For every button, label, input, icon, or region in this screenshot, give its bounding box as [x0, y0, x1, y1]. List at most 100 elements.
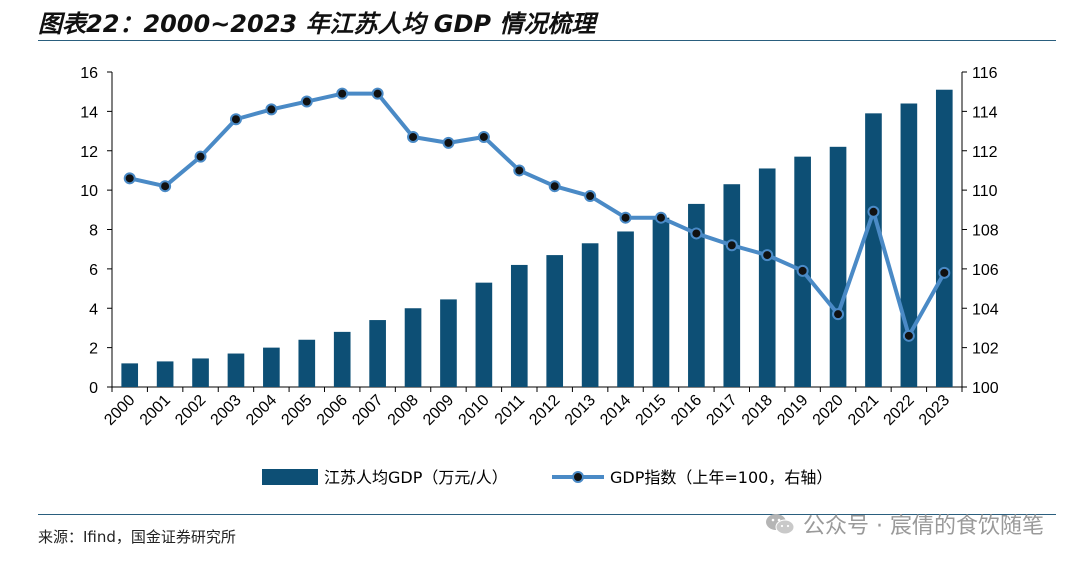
point-2002 [194, 150, 207, 163]
point-2012 [548, 180, 561, 193]
bar-2023 [935, 89, 953, 387]
x-tick-label: 2000 [101, 392, 138, 429]
point-2010 [477, 130, 490, 143]
left-tick-label: 14 [80, 104, 98, 121]
point-2006 [336, 87, 349, 100]
x-tick-label: 2010 [456, 392, 493, 429]
point-2020 [832, 308, 845, 321]
bar-2002 [192, 358, 209, 387]
point-2001 [159, 180, 172, 193]
right-tick-label: 104 [972, 301, 999, 318]
point-2019 [796, 264, 809, 277]
left-tick-label: 10 [80, 183, 98, 200]
left-tick-label: 12 [80, 144, 98, 161]
bar-2010 [475, 282, 493, 387]
x-tick-label: 2015 [633, 392, 670, 429]
left-tick-label: 16 [80, 65, 98, 82]
bar-2016 [688, 203, 705, 387]
bar-2014 [617, 231, 634, 387]
bar-2013 [581, 243, 599, 387]
right-tick-label: 112 [972, 144, 998, 161]
x-tick-label: 2016 [668, 392, 705, 429]
legend-bar-swatch [262, 469, 318, 485]
x-tick-label: 2023 [916, 392, 953, 429]
x-tick-label: 2022 [881, 392, 918, 429]
left-tick-label: 2 [89, 341, 98, 358]
source-note: 来源：Ifind，国金证券研究所 [38, 528, 236, 546]
point-2011 [513, 164, 526, 177]
watermark-text: 公众号 · 宸倩的食饮随笔 [803, 514, 1044, 539]
bar-2006 [333, 331, 351, 387]
watermark: 公众号 · 宸倩的食饮随笔 [765, 508, 1044, 540]
x-tick-label: 2005 [278, 392, 315, 429]
bar-2022 [900, 103, 918, 387]
bar-2011 [510, 264, 528, 387]
bar-2012 [546, 255, 564, 387]
bar-2003 [227, 353, 245, 387]
x-tick-label: 2003 [208, 392, 245, 429]
point-2007 [371, 87, 384, 100]
point-2004 [265, 103, 278, 116]
legend-bar-label: 江苏人均GDP（万元/人） [324, 468, 508, 487]
point-2000 [123, 172, 136, 185]
point-2003 [229, 113, 242, 126]
gdp-index-line [129, 91, 947, 338]
bar-2008 [404, 308, 422, 387]
point-2013 [584, 190, 597, 203]
wechat-icon [766, 514, 795, 535]
left-tick-label: 0 [89, 380, 98, 397]
point-2014 [619, 211, 632, 224]
x-tick-label: 2012 [526, 392, 563, 429]
right-tick-label: 116 [972, 65, 998, 82]
point-2008 [407, 130, 420, 143]
point-2017 [725, 239, 738, 252]
x-tick-label: 2017 [703, 392, 740, 429]
bar-2001 [156, 361, 174, 387]
right-tick-label: 106 [972, 262, 999, 279]
point-2023 [938, 266, 951, 279]
bar-2007 [369, 320, 386, 387]
x-tick-label: 2013 [562, 392, 599, 429]
x-tick-label: 2007 [349, 392, 386, 429]
x-tick-label: 2008 [385, 392, 422, 429]
point-2016 [690, 227, 703, 240]
point-2022 [902, 329, 915, 342]
bar-2020 [829, 146, 847, 387]
right-tick-label: 100 [972, 380, 999, 397]
bar-2017 [723, 184, 741, 387]
x-tick-label: 2011 [492, 392, 528, 428]
x-tick-label: 2021 [845, 392, 882, 429]
x-tick-label: 2001 [137, 392, 174, 429]
point-2015 [654, 211, 667, 224]
x-tick-label: 2019 [774, 392, 811, 429]
right-tick-label: 110 [972, 183, 998, 200]
left-tick-label: 6 [89, 262, 98, 279]
x-tick-label: 2020 [810, 392, 847, 429]
bar-2015 [652, 217, 670, 387]
point-2021 [867, 205, 880, 218]
bar-2018 [758, 168, 776, 387]
top-divider [38, 40, 1056, 41]
x-tick-label: 2002 [172, 392, 209, 429]
page-title: 图表22：2000~2023 年江苏人均 GDP 情况梳理 [38, 10, 596, 38]
x-tick-label: 2018 [739, 392, 776, 429]
right-tick-label: 114 [972, 104, 998, 121]
bar-2021 [865, 113, 882, 387]
bar-2009 [440, 299, 457, 387]
bar-2005 [298, 339, 316, 387]
legend-line-marker [572, 471, 584, 483]
point-2005 [300, 95, 313, 108]
x-tick-label: 2009 [420, 392, 457, 429]
x-tick-label: 2004 [243, 392, 280, 429]
x-tick-label: 2014 [597, 392, 634, 429]
point-2018 [761, 249, 774, 262]
left-tick-label: 8 [89, 223, 98, 240]
left-tick-label: 4 [89, 301, 98, 318]
right-tick-label: 102 [972, 341, 999, 358]
point-2009 [442, 136, 455, 149]
bar-2004 [263, 347, 280, 387]
legend-line-label: GDP指数（上年=100，右轴） [610, 468, 832, 487]
bottom-divider [38, 514, 1056, 515]
x-tick-label: 2006 [314, 392, 351, 429]
